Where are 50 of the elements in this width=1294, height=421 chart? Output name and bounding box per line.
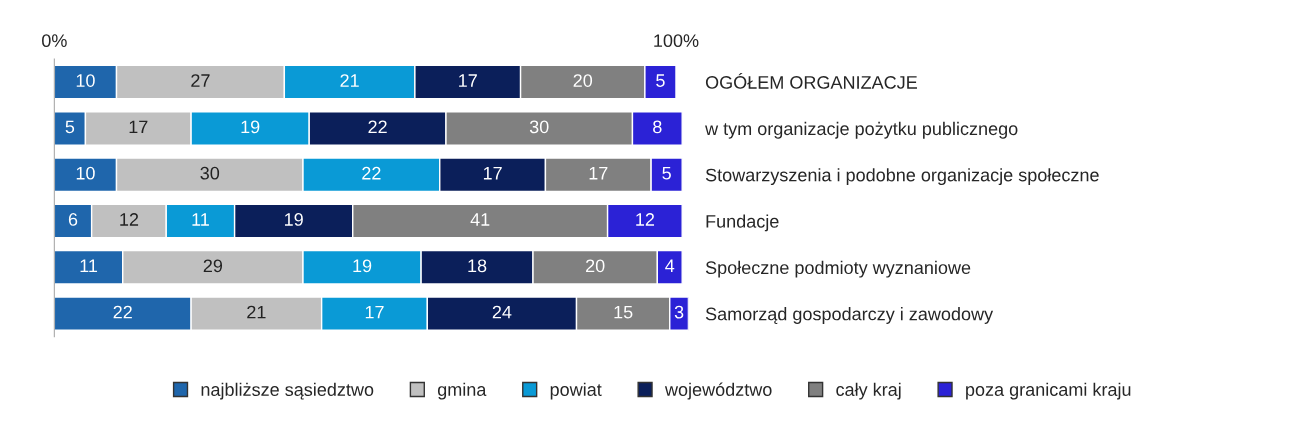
legend-label: poza granicami kraju [966, 382, 1131, 400]
data-label: 6 [68, 213, 78, 226]
data-label: 3 [674, 305, 684, 319]
data-label: 21 [247, 305, 266, 319]
data-label: 29 [203, 259, 223, 273]
data-label: 11 [80, 259, 98, 272]
data-label: 17 [589, 166, 608, 180]
legend-label: województwo [664, 382, 772, 400]
x-tick-label: 100% [654, 34, 699, 48]
y-tick-label: OGÓŁEM ORGANIZACJE [705, 72, 917, 89]
y-tick-label: Samorząd gospodarczy i zawodowy [705, 307, 994, 324]
data-label: 19 [241, 120, 260, 134]
data-label: 22 [368, 120, 387, 134]
data-label: 21 [340, 74, 359, 87]
x-tick-label: 0% [42, 34, 67, 48]
data-label: 5 [662, 166, 671, 180]
legend-label: cały kraj [836, 382, 901, 400]
data-label: 5 [65, 120, 75, 134]
data-label: 20 [573, 74, 593, 87]
data-label: 17 [365, 305, 384, 319]
data-label: 24 [492, 305, 512, 319]
y-tick-label: w tym organizacje pożytku publicznego [705, 121, 1018, 139]
legend-label: najbliższe sąsiedztwo [201, 382, 374, 400]
data-label: 19 [285, 213, 303, 226]
data-label: 20 [586, 259, 605, 273]
data-label: 4 [665, 259, 675, 272]
data-label: 30 [529, 120, 549, 134]
data-label: 17 [129, 120, 148, 134]
y-tick-label: Społeczne podmioty wyznaniowe [705, 260, 971, 278]
data-label: 10 [76, 74, 95, 87]
data-label: 41 [470, 213, 490, 226]
data-label: 8 [653, 120, 662, 134]
data-label: 10 [76, 166, 95, 180]
data-label: 30 [200, 166, 220, 180]
data-label: 19 [353, 259, 372, 273]
data-label: 11 [192, 213, 209, 226]
y-tick-label: Stowarzyszenia i podobne organizacje społeczne [705, 168, 1099, 185]
data-label: 17 [459, 74, 477, 87]
data-label: 27 [191, 74, 210, 87]
data-label: 22 [362, 166, 381, 180]
data-label: 18 [468, 259, 487, 273]
legend-label: gmina [437, 382, 487, 400]
y-tick-label: Fundacje [706, 214, 779, 232]
data-label: 12 [636, 213, 655, 226]
data-label: 17 [483, 166, 502, 180]
data-label: 5 [656, 74, 665, 87]
data-label: 12 [120, 213, 139, 226]
data-label: 22 [113, 305, 132, 319]
legend-label: powiat [550, 382, 602, 400]
data-label: 15 [614, 305, 633, 319]
